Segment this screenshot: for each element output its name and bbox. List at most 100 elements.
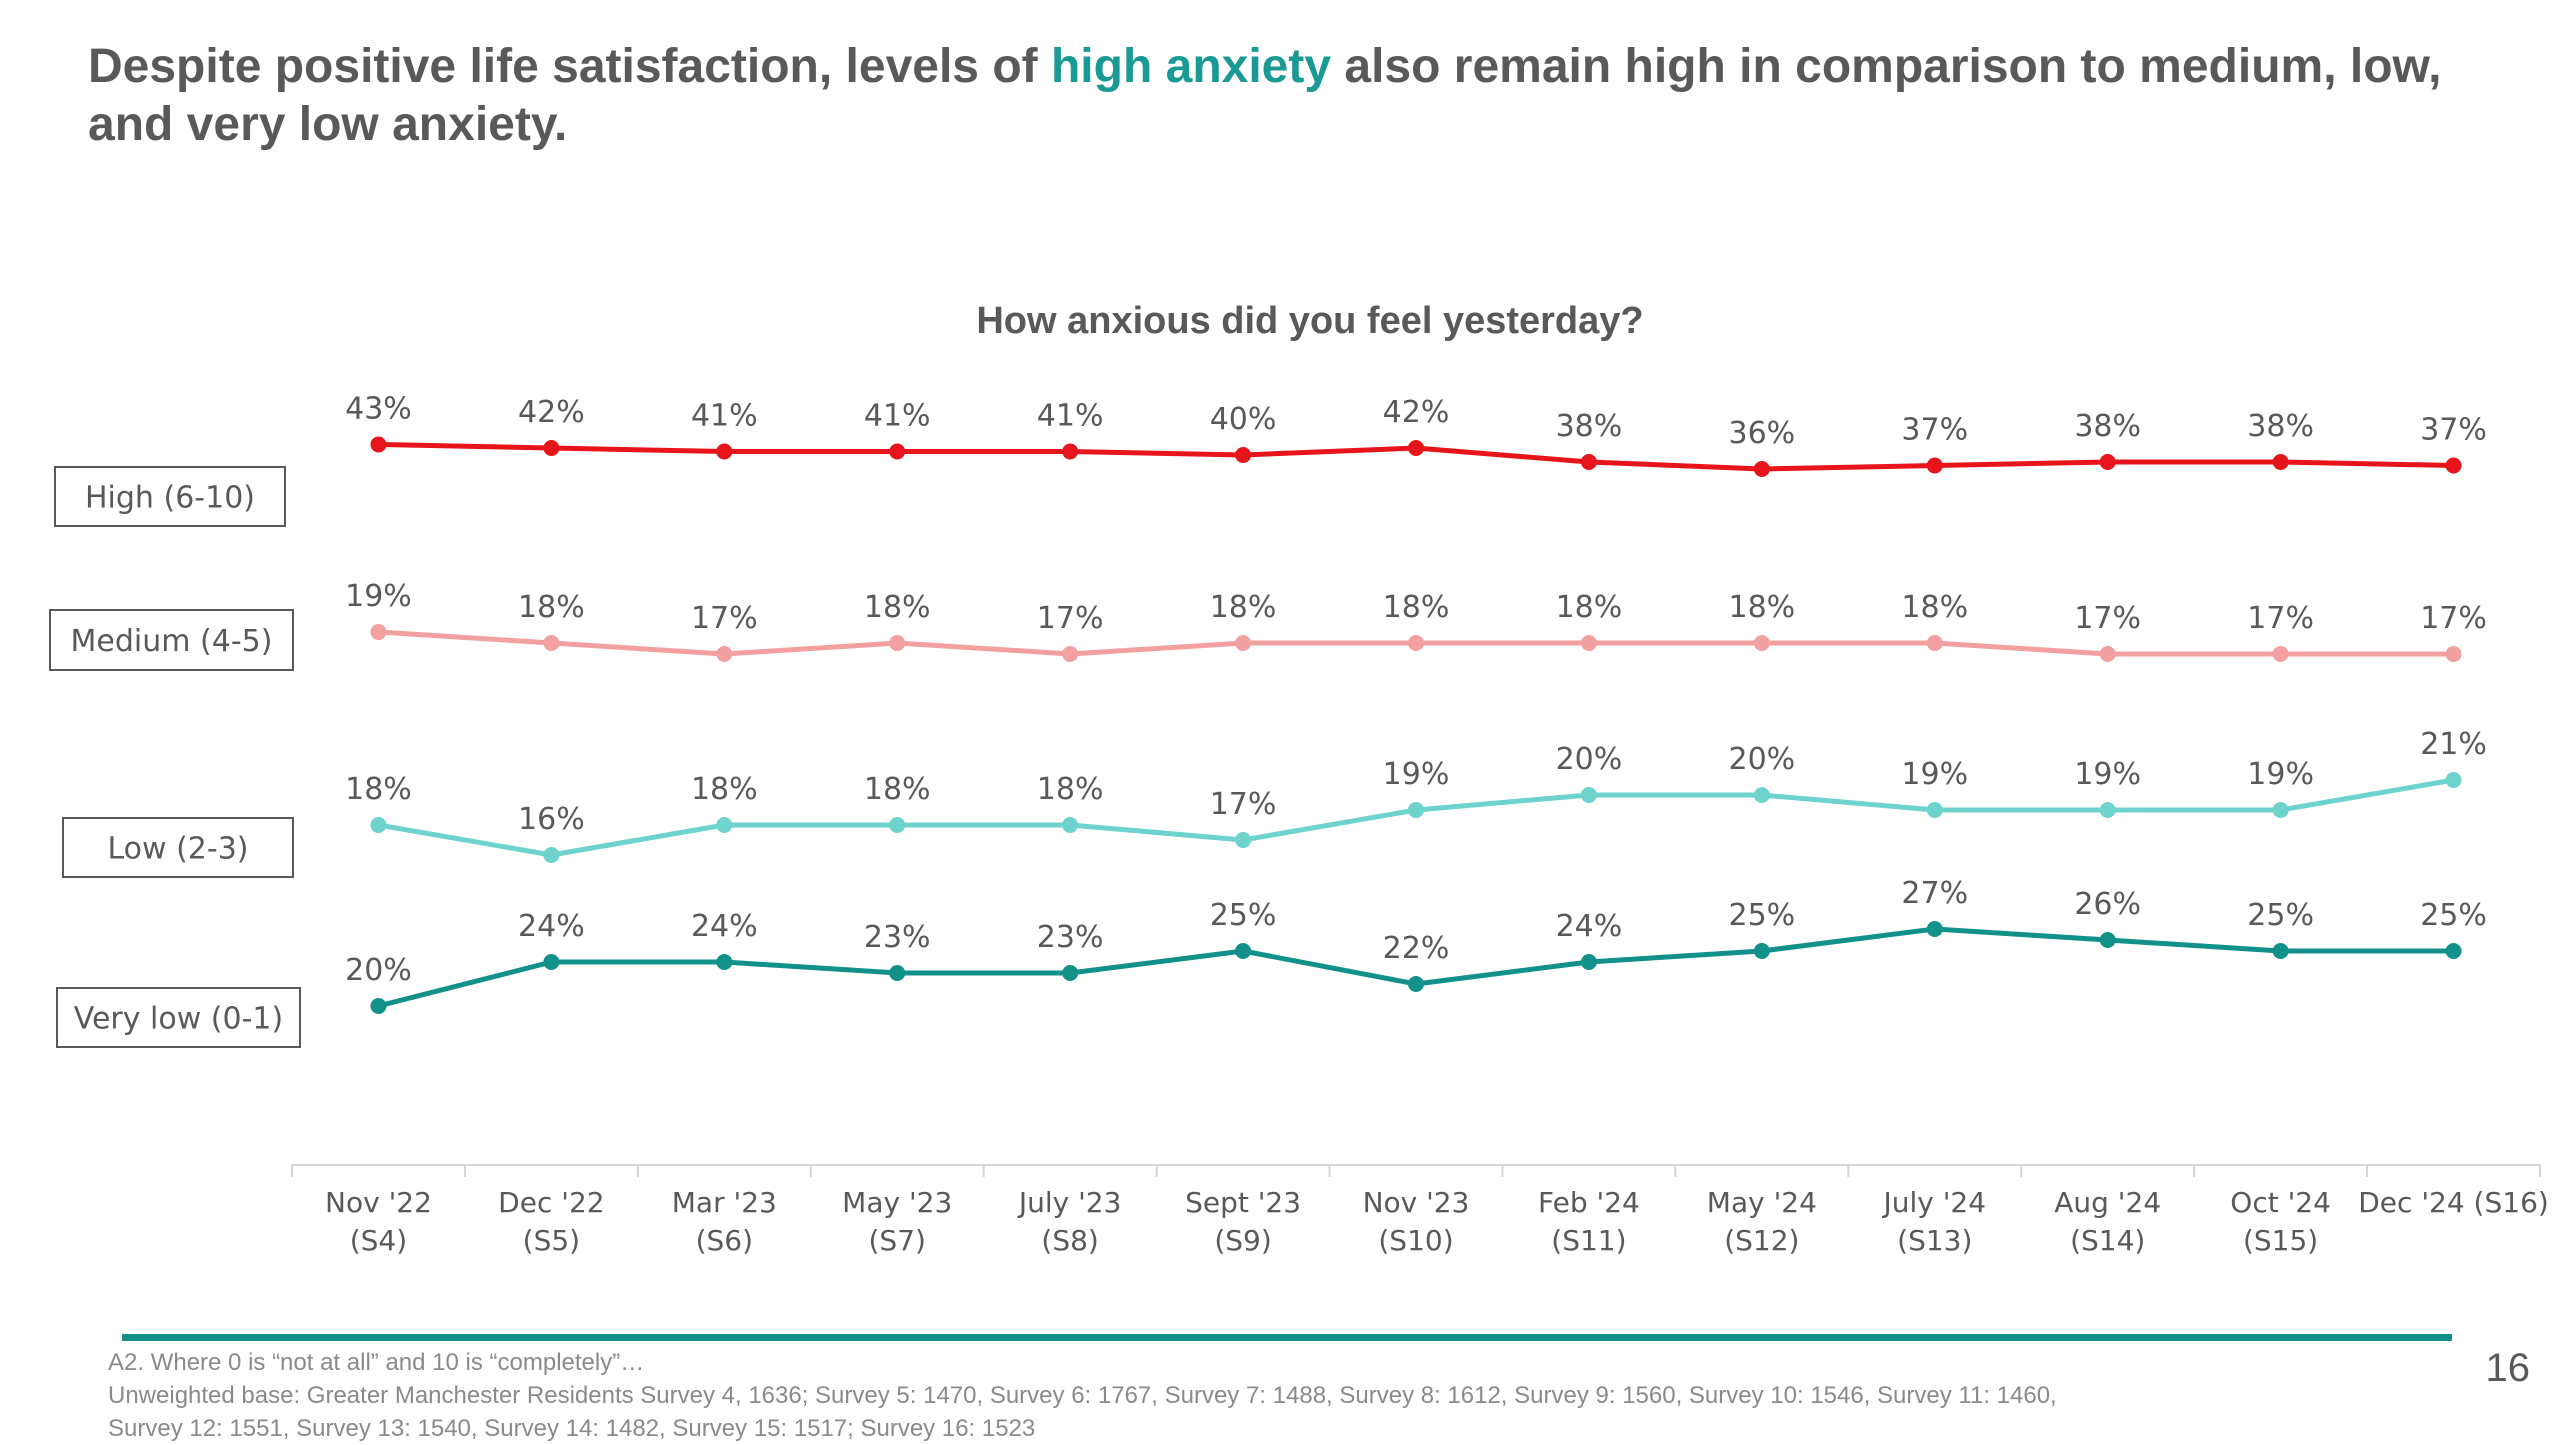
- x-tick-sublabel: (S12): [1724, 1224, 1799, 1257]
- footnote-base-line1: Unweighted base: Greater Manchester Resi…: [108, 1382, 2057, 1409]
- series-label-box: [56, 987, 301, 1048]
- data-label: 20%: [1556, 742, 1623, 777]
- x-tick-sublabel: (S9): [1214, 1224, 1271, 1257]
- x-tick-label: Aug '24: [2054, 1186, 2161, 1219]
- data-point: [1580, 454, 1597, 470]
- data-point: [543, 847, 560, 863]
- data-point: [1926, 635, 1943, 651]
- footnote-base-line2: Survey 12: 1551, Survey 13: 1540, Survey…: [108, 1415, 1036, 1442]
- x-tick-label: May '24: [1707, 1186, 1817, 1219]
- data-label: 18%: [1556, 590, 1623, 625]
- series-label: High (6-10): [85, 481, 255, 516]
- data-label: 42%: [1383, 395, 1450, 430]
- series-label: Very low (0-1): [74, 1002, 283, 1037]
- x-tick-sublabel: (S4): [350, 1224, 407, 1257]
- data-label: 18%: [1383, 590, 1450, 625]
- x-tick-label: July '23: [1017, 1186, 1122, 1219]
- data-label: 42%: [518, 395, 585, 430]
- title-highlight: high anxiety: [1050, 40, 1332, 93]
- title-text-pre: Despite positive life satisfaction, leve…: [88, 40, 1051, 93]
- data-point: [1408, 440, 1424, 456]
- title-text-post: also remain high in comparison to medium…: [88, 40, 2442, 151]
- data-point: [1753, 787, 1770, 803]
- data-label: 17%: [691, 601, 758, 636]
- data-point: [2099, 646, 2116, 662]
- data-label: 25%: [1210, 898, 1277, 933]
- data-label: 18%: [1729, 590, 1796, 625]
- x-tick-sublabel: (S11): [1551, 1224, 1626, 1257]
- data-point: [1753, 943, 1770, 959]
- data-point: [1235, 635, 1252, 651]
- data-point: [370, 436, 387, 453]
- x-tick-sublabel: (S5): [523, 1224, 580, 1257]
- series-label-box: [54, 466, 286, 527]
- chart-title: How anxious did you feel yesterday?: [976, 300, 1644, 342]
- data-label: 22%: [1383, 931, 1450, 966]
- data-label: 18%: [1037, 772, 1104, 807]
- x-tick-label: Sept '23: [1185, 1186, 1301, 1219]
- data-label: 18%: [345, 772, 412, 807]
- data-label: 17%: [2247, 601, 2314, 636]
- x-tick-sublabel: (S10): [1378, 1224, 1453, 1257]
- data-label: 18%: [1210, 590, 1277, 625]
- data-point: [2272, 943, 2289, 959]
- data-label: 19%: [2074, 757, 2141, 792]
- x-tick-sublabel: (S14): [2070, 1224, 2145, 1257]
- data-label: 24%: [518, 909, 585, 944]
- data-point: [2099, 932, 2116, 948]
- data-point: [2445, 943, 2462, 959]
- data-point: [2445, 646, 2462, 662]
- series-label-box: [62, 817, 294, 878]
- x-tick-label: Dec '22: [498, 1186, 604, 1219]
- data-label: 25%: [2420, 898, 2487, 933]
- data-point: [889, 965, 906, 981]
- data-point: [889, 443, 906, 460]
- data-point: [1062, 817, 1079, 833]
- series-label: Medium (4-5): [71, 624, 273, 659]
- data-label: 41%: [1037, 399, 1104, 434]
- data-point: [1926, 457, 1943, 474]
- data-label: 25%: [2247, 898, 2314, 933]
- x-tick-label: Feb '24: [1538, 1186, 1640, 1219]
- data-label: 18%: [518, 590, 585, 625]
- data-label: 17%: [2420, 601, 2487, 636]
- data-label: 17%: [2074, 601, 2141, 636]
- data-point: [2099, 454, 2116, 470]
- data-label: 43%: [345, 392, 412, 427]
- data-point: [1408, 635, 1424, 651]
- data-label: 41%: [864, 399, 931, 434]
- data-point: [1062, 443, 1079, 460]
- data-label: 21%: [2420, 727, 2487, 762]
- data-label: 19%: [2247, 757, 2314, 792]
- data-label: 38%: [2074, 409, 2141, 444]
- data-point: [2445, 457, 2462, 474]
- x-tick-label: May '23: [842, 1186, 952, 1219]
- x-tick-label: Nov '23: [1363, 1186, 1470, 1219]
- data-point: [1753, 461, 1770, 477]
- data-point: [2272, 454, 2289, 470]
- data-point: [370, 998, 387, 1014]
- data-label: 17%: [1210, 787, 1277, 822]
- data-label: 26%: [2074, 887, 2141, 922]
- data-label: 16%: [518, 802, 585, 837]
- data-label: 40%: [1210, 402, 1277, 437]
- data-point: [1408, 802, 1424, 818]
- data-point: [716, 954, 733, 970]
- data-label: 18%: [1901, 590, 1968, 625]
- data-label: 38%: [1556, 409, 1623, 444]
- data-point: [1235, 943, 1252, 959]
- page-number: 16: [2485, 1346, 2531, 1390]
- data-label: 19%: [1383, 757, 1450, 792]
- data-label: 37%: [1901, 413, 1968, 448]
- data-label: 20%: [345, 953, 412, 988]
- x-tick-label: Nov '22: [325, 1186, 432, 1219]
- data-point: [1926, 921, 1943, 937]
- data-point: [716, 646, 733, 662]
- x-tick-sublabel: (S7): [869, 1224, 926, 1257]
- data-point: [1235, 447, 1252, 463]
- data-point: [543, 440, 560, 456]
- slide-title: Despite positive life satisfaction, leve…: [88, 38, 2488, 154]
- series-label: Low (2-3): [107, 832, 248, 867]
- footnote: A2. Where 0 is “not at all” and 10 is “c…: [108, 1346, 2408, 1445]
